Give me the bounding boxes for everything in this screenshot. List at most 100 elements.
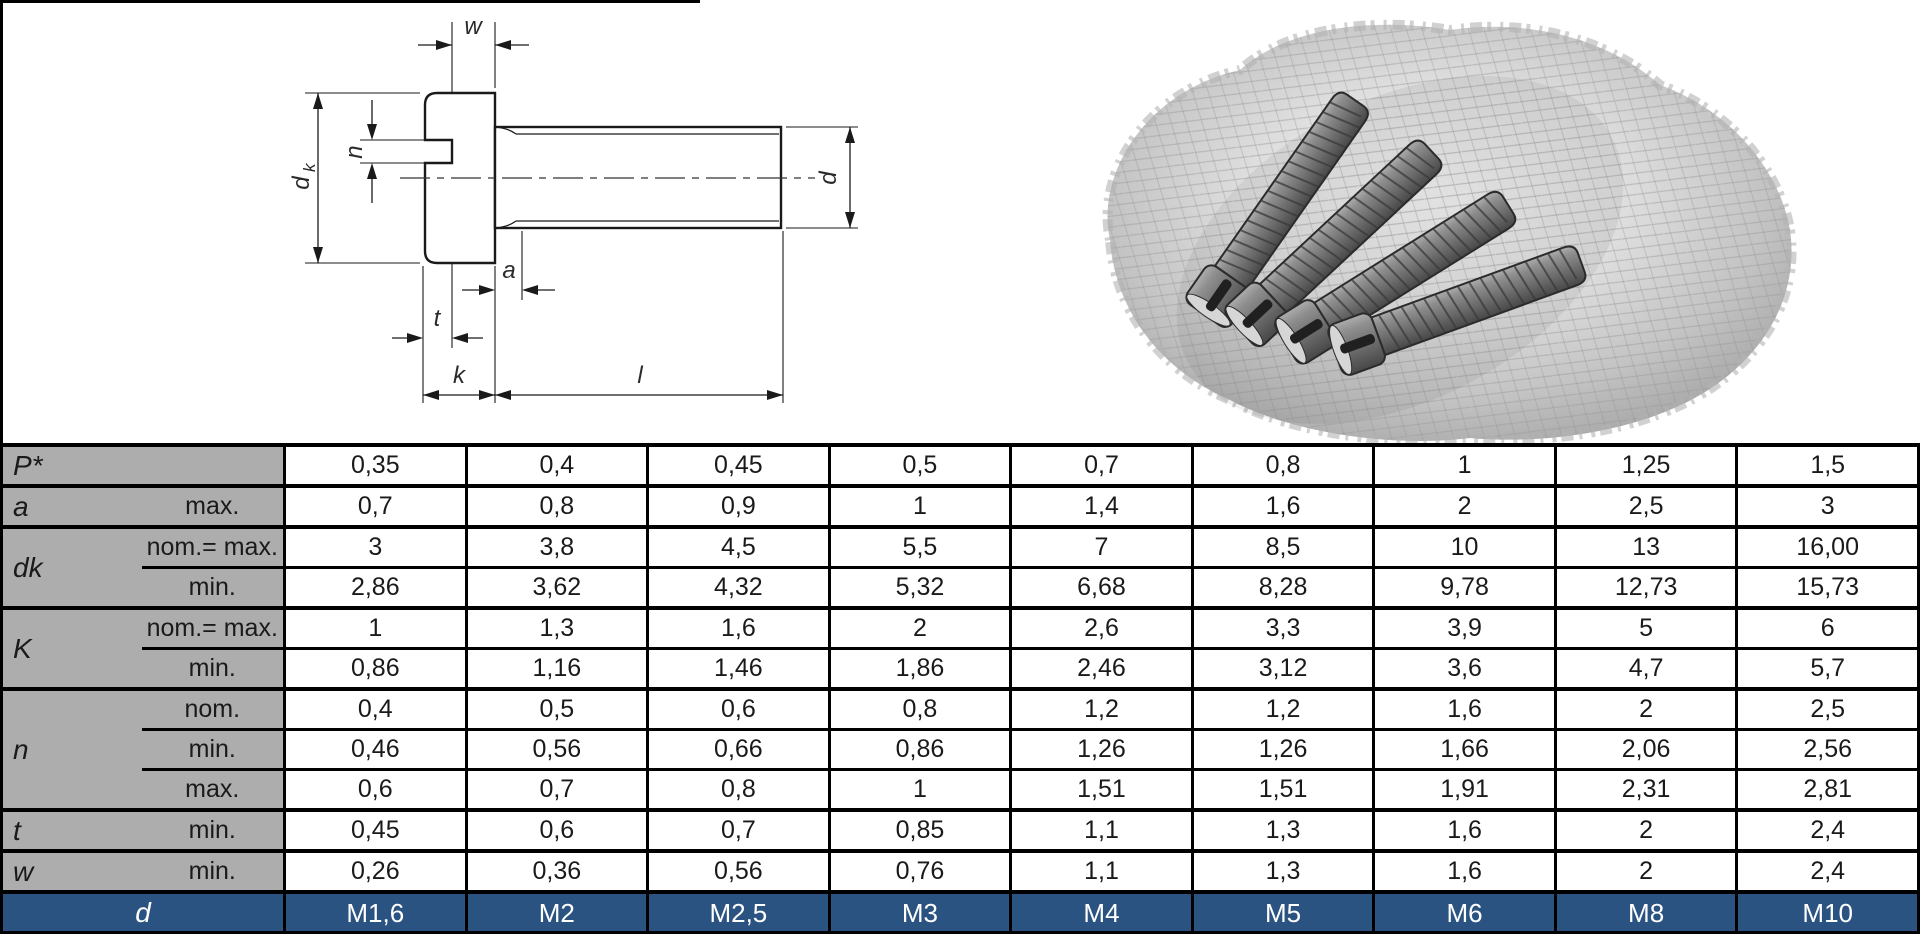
spec-value: 0,85: [827, 808, 1013, 853]
thread-size: M8: [1553, 890, 1739, 934]
param-limit-label: min.: [141, 566, 287, 610]
table-row: w min. 0,26 0,36 0,56 0,76 1,1 1,3 1,6 2 2,4: [0, 849, 1920, 894]
param-limit-label: min.: [141, 728, 287, 771]
spec-value: 2: [1553, 808, 1739, 853]
spec-value: 1,26: [1009, 728, 1194, 771]
spec-value: 1,1: [1009, 849, 1194, 894]
spec-value: 3: [283, 525, 468, 569]
spec-value: 9,78: [1372, 566, 1557, 610]
spec-value: 6,68: [1009, 566, 1194, 610]
thread-size: M4: [1009, 890, 1194, 934]
param-limit-label: nom.: [141, 687, 287, 731]
spec-value: 0,5: [827, 443, 1013, 488]
spec-value: 0,5: [464, 687, 650, 731]
screw-shaft-outline: [493, 125, 783, 230]
spec-value: 1,3: [1190, 808, 1376, 853]
spec-value: 0,7: [283, 484, 468, 529]
spec-value: 1,1: [1009, 808, 1194, 853]
param-limit-label: max.: [141, 768, 287, 812]
thread-size: M1,6: [283, 890, 468, 934]
spec-value: 1,3: [1190, 849, 1376, 894]
spec-value: 4,7: [1553, 647, 1739, 691]
spec-value: 5: [1553, 606, 1739, 650]
spec-value: 0,45: [283, 808, 468, 853]
param-symbol: a: [0, 484, 142, 529]
spec-value: 1,6: [1372, 849, 1557, 894]
spec-value: 0,86: [283, 647, 468, 691]
screws-photo: [1102, 19, 1797, 443]
table-row: t min. 0,45 0,6 0,7 0,85 1,1 1,3 1,6 2 2,4: [0, 808, 1920, 853]
spec-value: 13: [1553, 525, 1739, 569]
spec-value: 0,4: [283, 687, 468, 731]
spec-value: 1,46: [646, 647, 831, 691]
param-limit-label: nom.= max.: [141, 525, 287, 569]
spec-value: 2,6: [1009, 606, 1194, 650]
spec-value: 0,56: [646, 849, 831, 894]
param-symbol-d: d: [0, 890, 285, 934]
spec-value: 12,73: [1553, 566, 1739, 610]
spec-value: 1,6: [1372, 808, 1557, 853]
spec-value: 1,6: [1372, 687, 1557, 731]
spec-value: 1: [827, 484, 1013, 529]
spec-value: 4,32: [646, 566, 831, 610]
spec-value: 2,86: [283, 566, 468, 610]
dim-label-a: a: [502, 257, 515, 284]
thread-size-row: d M1,6 M2 M2,5 M3 M4 M5 M6 M8 M10: [0, 890, 1920, 934]
spec-value: 0,6: [283, 768, 468, 812]
spec-value: 0,4: [464, 443, 650, 488]
table-row: P* 0,35 0,4 0,45 0,5 0,7 0,8 1 1,25 1,5: [0, 443, 1920, 488]
spec-value: 0,7: [646, 808, 831, 853]
spec-value: 0,7: [464, 768, 650, 812]
spec-value: 2,56: [1735, 728, 1920, 771]
spec-value: 2,81: [1735, 768, 1920, 812]
spec-value: 1,6: [1190, 484, 1376, 529]
dim-label-dk: d: [288, 176, 315, 190]
spec-value: 0,45: [646, 443, 831, 488]
table-row: min. 0,86 1,16 1,46 1,86 2,46 3,12 3,6 4,7 5,7: [2, 647, 1920, 691]
spec-value: 8,5: [1190, 525, 1376, 569]
frame-line-left: [0, 0, 3, 443]
spec-value: 2,31: [1553, 768, 1739, 812]
spec-value: 1,51: [1009, 768, 1194, 812]
dimensions-table: P* 0,35 0,4 0,45 0,5 0,7 0,8 1 1,25 1,5 a max. 0,7 0,…: [0, 443, 1920, 934]
spec-value: 1,16: [464, 647, 650, 691]
param-symbol: dk: [0, 525, 142, 610]
spec-value: 0,36: [464, 849, 650, 894]
spec-value: 1,4: [1009, 484, 1194, 529]
spec-value: 7: [1009, 525, 1194, 569]
spec-value: 1,91: [1372, 768, 1557, 812]
param-symbol: K: [0, 606, 142, 691]
spec-value: 5,32: [827, 566, 1013, 610]
spec-value: 1,3: [464, 606, 650, 650]
spec-value: 2,46: [1009, 647, 1194, 691]
table-row: max. 0,6 0,7 0,8 1 1,51 1,51 1,91 2,31 2,81: [2, 768, 1920, 812]
spec-value: 3,3: [1190, 606, 1376, 650]
spec-value: 0,35: [283, 443, 468, 488]
param-symbol: P*: [0, 443, 285, 488]
thread-size: M3: [827, 890, 1013, 934]
spec-value: 1,2: [1190, 687, 1376, 731]
spec-value: 2,06: [1553, 728, 1739, 771]
dim-label-dk-subscript: k: [300, 162, 319, 172]
spec-value: 1: [283, 606, 468, 650]
spec-value: 2: [1553, 849, 1739, 894]
spec-value: 15,73: [1735, 566, 1920, 610]
spec-value: 8,28: [1190, 566, 1376, 610]
spec-value: 1,2: [1009, 687, 1194, 731]
spec-value: 0,6: [464, 808, 650, 853]
spec-value: 2,5: [1553, 484, 1739, 529]
param-limit-label: max.: [141, 484, 287, 529]
spec-value: 1,66: [1372, 728, 1557, 771]
spec-table-body: P* 0,35 0,4 0,45 0,5 0,7 0,8 1 1,25 1,5 a max. 0,7 0,…: [0, 443, 1920, 934]
spec-value: 0,8: [1190, 443, 1376, 488]
spec-value: 5,5: [827, 525, 1013, 569]
table-row: min. 0,46 0,56 0,66 0,86 1,26 1,26 1,66 2,06 2,56: [2, 728, 1920, 771]
spec-value: 1,51: [1190, 768, 1376, 812]
table-row: n nom. 0,4 0,5 0,6 0,8 1,2 1,2 1,6 2 2,5: [0, 687, 1920, 812]
technical-drawing-and-photo: w d k n a t k l d: [288, 13, 1797, 443]
spec-value: 0,9: [646, 484, 831, 529]
spec-value: 0,66: [646, 728, 831, 771]
spec-value: 2,4: [1735, 808, 1920, 853]
